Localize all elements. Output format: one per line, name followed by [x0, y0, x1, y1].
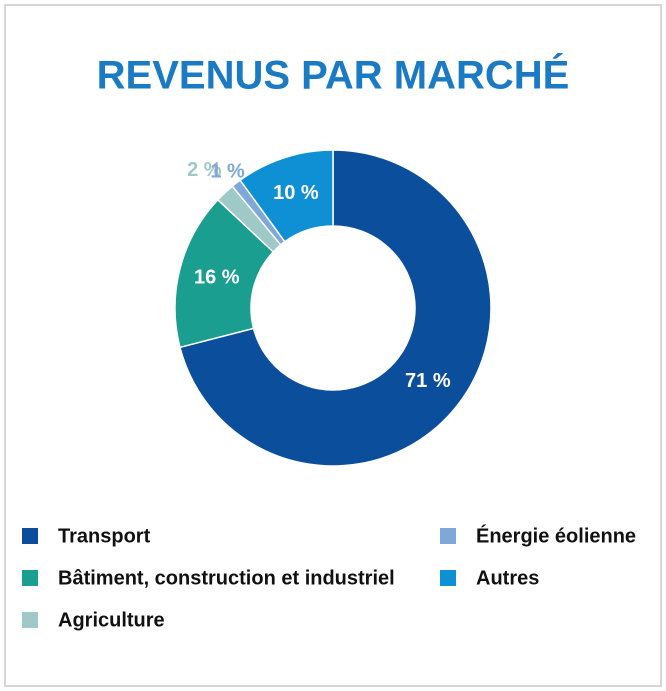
data-label: 16 %	[194, 266, 240, 288]
data-label: 71 %	[405, 370, 451, 392]
legend-swatch	[22, 528, 38, 544]
donut-segment	[174, 198, 275, 349]
donut-segment	[179, 149, 492, 467]
frame	[4, 4, 662, 687]
legend-label: Transport	[58, 525, 151, 547]
donut-segment	[239, 149, 334, 243]
data-label: 1 %	[210, 160, 245, 182]
legend-swatch	[440, 570, 456, 586]
legend-swatch	[22, 570, 38, 586]
legend-label: Énergie éolienne	[476, 524, 636, 547]
legend-label: Bâtiment, construction et industriel	[58, 567, 395, 589]
legend-label: Agriculture	[58, 609, 165, 631]
legend-swatch	[22, 612, 38, 628]
data-label: 10 %	[273, 182, 319, 204]
chart-title: REVENUS PAR MARCHÉ	[97, 53, 570, 98]
legend-label: Autres	[476, 567, 539, 589]
legend-swatch	[440, 528, 456, 544]
data-label: 2 %	[187, 159, 222, 181]
